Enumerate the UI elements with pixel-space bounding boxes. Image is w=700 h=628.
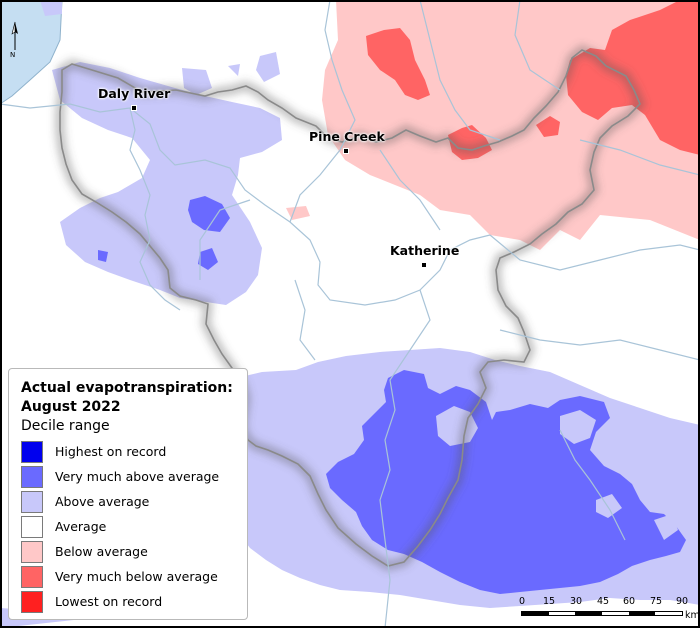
scale-tick-label: 0 bbox=[518, 596, 526, 607]
river bbox=[559, 429, 626, 541]
legend-label: Above average bbox=[55, 494, 150, 509]
scale-bar: 0 15 30 45 60 75 90 km bbox=[518, 596, 700, 622]
river bbox=[294, 279, 316, 361]
very-much-below-average-region bbox=[366, 28, 430, 100]
river bbox=[379, 289, 431, 626]
river bbox=[579, 139, 698, 176]
scale-segment bbox=[575, 612, 603, 615]
scale-unit: km bbox=[685, 610, 700, 621]
river bbox=[419, 2, 501, 141]
river bbox=[129, 107, 181, 311]
very-much-above-average-patch bbox=[188, 196, 230, 232]
river bbox=[489, 234, 698, 271]
scale-segment bbox=[522, 612, 549, 615]
north-label: N bbox=[10, 51, 16, 59]
legend-swatch bbox=[21, 515, 43, 538]
river bbox=[289, 2, 356, 223]
scale-segment bbox=[602, 612, 629, 615]
legend-swatch bbox=[21, 465, 43, 488]
very-much-above-average-patch bbox=[98, 250, 108, 262]
above-average-hole bbox=[596, 494, 622, 518]
legend-label: Below average bbox=[55, 544, 148, 559]
very-much-above-average-patch bbox=[198, 248, 218, 270]
below-average-patch bbox=[613, 2, 640, 14]
below-average-patch bbox=[286, 206, 310, 220]
legend-title: Actual evapotranspiration: bbox=[21, 380, 233, 396]
scale-tick-label: 45 bbox=[596, 596, 610, 607]
town-label-daly-river: Daly River bbox=[98, 86, 171, 101]
legend-period: August 2022 bbox=[21, 399, 121, 415]
very-much-below-average-region bbox=[536, 116, 560, 137]
river bbox=[2, 103, 491, 306]
legend-swatch bbox=[21, 540, 43, 563]
scale-segment bbox=[655, 612, 683, 615]
legend-label: Very much below average bbox=[55, 569, 218, 584]
above-average-region bbox=[52, 62, 282, 305]
town-marker-pine-creek bbox=[343, 148, 349, 154]
legend-item: Highest on record bbox=[21, 439, 237, 464]
legend-item: Above average bbox=[21, 489, 237, 514]
river bbox=[199, 199, 251, 280]
scale-bar-segments bbox=[521, 611, 683, 616]
town-label-katherine: Katherine bbox=[390, 243, 460, 258]
legend-swatch bbox=[21, 565, 43, 588]
town-label-pine-creek: Pine Creek bbox=[309, 129, 385, 144]
north-arrow: N bbox=[8, 20, 22, 64]
legend-swatch bbox=[21, 590, 43, 613]
above-average-patch bbox=[40, 2, 62, 16]
legend-item: Very much above average bbox=[21, 464, 237, 489]
legend-item: Below average bbox=[21, 539, 237, 564]
above-average-patch bbox=[256, 52, 280, 82]
legend-swatch bbox=[21, 440, 43, 463]
scale-tick-label: 30 bbox=[569, 596, 583, 607]
scale-tick-label: 90 bbox=[675, 596, 689, 607]
above-average-hole bbox=[560, 410, 596, 444]
legend-swatch bbox=[21, 490, 43, 513]
river bbox=[499, 329, 698, 361]
north-arrow-icon bbox=[11, 21, 18, 50]
legend-label: Average bbox=[55, 519, 107, 534]
legend-item: Average bbox=[21, 514, 237, 539]
very-much-above-average-region bbox=[326, 370, 686, 594]
river bbox=[514, 2, 561, 91]
legend-item: Lowest on record bbox=[21, 589, 237, 614]
legend-label: Highest on record bbox=[55, 444, 167, 459]
scale-tick-label: 75 bbox=[649, 596, 663, 607]
region-boundary bbox=[59, 49, 641, 567]
legend-item: Very much below average bbox=[21, 564, 237, 589]
scale-segment bbox=[628, 612, 656, 615]
town-marker-katherine bbox=[421, 262, 427, 268]
scale-tick-label: 60 bbox=[622, 596, 636, 607]
scale-tick-label: 15 bbox=[542, 596, 556, 607]
legend-label: Very much above average bbox=[55, 469, 220, 484]
scale-segment bbox=[548, 612, 576, 615]
legend-label: Lowest on record bbox=[55, 594, 163, 609]
legend: Actual evapotranspiration: August 2022 D… bbox=[8, 368, 248, 620]
above-average-patch bbox=[228, 64, 240, 76]
river bbox=[379, 149, 441, 231]
legend-subtitle: Decile range bbox=[21, 418, 110, 434]
town-marker-daly-river bbox=[131, 105, 137, 111]
above-average-hole bbox=[654, 514, 678, 540]
